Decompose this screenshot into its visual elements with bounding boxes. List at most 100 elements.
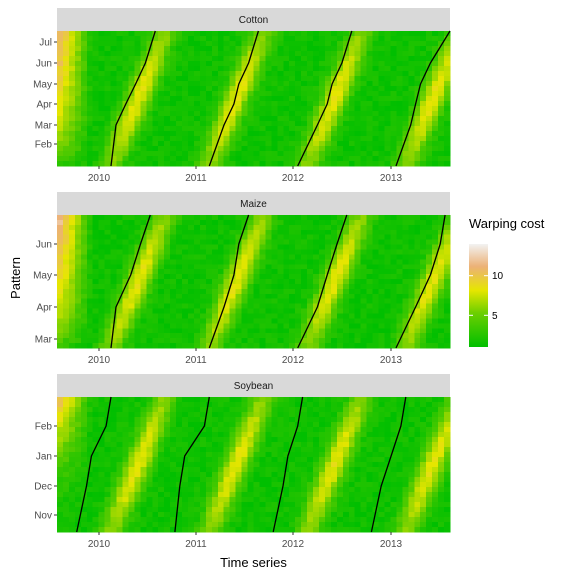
heatmap-cell	[128, 417, 135, 423]
heatmap-cell	[414, 303, 421, 309]
heatmap-cell	[324, 61, 332, 67]
heatmap-cell	[378, 156, 385, 162]
heatmap-cell	[402, 338, 409, 344]
heatmap-cell	[378, 81, 385, 87]
heatmap-cell	[235, 41, 242, 47]
heatmap-cell	[324, 293, 332, 300]
heatmap-cell	[104, 407, 111, 413]
heatmap-cell	[229, 397, 237, 403]
heatmap-cell	[336, 462, 344, 468]
heatmap-cell	[164, 402, 171, 408]
heatmap-cell	[122, 151, 129, 157]
heatmap-cell	[80, 522, 88, 528]
heatmap-cell	[92, 86, 100, 92]
heatmap-cell	[176, 259, 183, 265]
heatmap-cell	[253, 86, 260, 92]
heatmap-cell	[122, 323, 129, 329]
heatmap-cell	[57, 264, 64, 270]
heatmap-cell	[74, 86, 82, 92]
heatmap-cell	[188, 81, 195, 87]
heatmap-cell	[80, 229, 88, 236]
heatmap-cell	[193, 156, 201, 162]
heatmap-cell	[205, 86, 213, 92]
heatmap-cell	[57, 397, 64, 403]
heatmap-cell	[62, 338, 70, 344]
heatmap-cell	[283, 136, 290, 142]
heatmap-cell	[146, 318, 153, 324]
heatmap-cell	[247, 56, 254, 62]
heatmap-cell	[307, 41, 314, 47]
heatmap-cell	[140, 91, 147, 97]
heatmap-cell	[271, 51, 278, 57]
heatmap-cell	[188, 116, 195, 122]
heatmap-cell	[164, 422, 171, 428]
heatmap-cell	[104, 31, 111, 37]
heatmap-cell	[104, 507, 111, 513]
heatmap-cell	[211, 219, 219, 226]
heatmap-cell	[217, 432, 225, 438]
heatmap-cell	[68, 432, 76, 438]
heatmap-cell	[354, 269, 362, 275]
heatmap-cell	[199, 224, 207, 231]
heatmap-cell	[122, 234, 129, 241]
heatmap-cell	[211, 333, 219, 339]
heatmap-cell	[80, 66, 88, 72]
heatmap-cell	[217, 31, 225, 37]
heatmap-cell	[330, 283, 338, 290]
heatmap-cell	[211, 156, 219, 162]
heatmap-cell	[271, 432, 278, 438]
heatmap-cell	[295, 427, 302, 433]
heatmap-cell	[146, 274, 153, 280]
heatmap-cell	[104, 126, 111, 132]
heatmap-cell	[289, 81, 296, 87]
heatmap-cell	[86, 141, 94, 147]
heatmap-cell	[62, 66, 70, 72]
heatmap-cell	[438, 156, 445, 162]
heatmap-cell	[301, 224, 308, 231]
heatmap-cell	[342, 462, 350, 468]
heatmap-cell	[336, 517, 344, 523]
heatmap-cell	[259, 313, 266, 319]
heatmap-cell	[348, 497, 356, 503]
heatmap-cell	[313, 141, 320, 147]
heatmap-cell	[158, 462, 165, 468]
heatmap-cell	[199, 308, 207, 314]
heatmap-cell	[116, 116, 123, 122]
heatmap-cell	[128, 274, 135, 280]
heatmap-cell	[259, 126, 266, 132]
heatmap-cell	[116, 323, 123, 329]
heatmap-cell	[110, 56, 117, 62]
heatmap-cell	[420, 41, 427, 47]
heatmap-cell	[342, 407, 350, 413]
heatmap-cell	[62, 482, 70, 488]
heatmap-cell	[342, 512, 350, 518]
heatmap-cell	[193, 298, 201, 305]
heatmap-cell	[414, 279, 421, 285]
heatmap-cell	[342, 146, 350, 152]
heatmap-cell	[408, 46, 415, 52]
heatmap-cell	[360, 412, 368, 418]
heatmap-cell	[336, 472, 344, 478]
heatmap-cell	[68, 412, 76, 418]
heatmap-cell	[241, 86, 248, 92]
heatmap-cell	[330, 422, 338, 428]
heatmap-cell	[211, 101, 219, 107]
heatmap-cell	[182, 41, 189, 47]
heatmap-cell	[62, 442, 70, 448]
heatmap-cell	[313, 279, 320, 285]
heatmap-cell	[188, 224, 195, 231]
heatmap-cell	[271, 487, 278, 493]
heatmap-cell	[164, 161, 171, 167]
heatmap-cell	[193, 121, 201, 127]
heatmap-cell	[438, 318, 445, 324]
heatmap-cell	[360, 61, 368, 67]
heatmap-cell	[98, 51, 106, 57]
heatmap-cell	[57, 244, 64, 250]
heatmap-cell	[342, 31, 350, 37]
heatmap-cell	[217, 343, 225, 349]
heatmap-cell	[330, 136, 338, 142]
heatmap-cell	[307, 432, 314, 438]
heatmap-cell	[122, 51, 129, 57]
heatmap-cell	[241, 512, 248, 518]
heatmap-cell	[68, 502, 76, 508]
